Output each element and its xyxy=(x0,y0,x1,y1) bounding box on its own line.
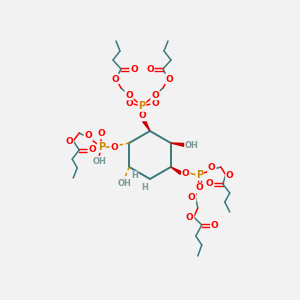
Text: O: O xyxy=(151,100,159,109)
Text: O: O xyxy=(130,64,138,74)
Polygon shape xyxy=(171,143,185,146)
Text: O: O xyxy=(146,64,154,74)
Text: O: O xyxy=(84,131,92,140)
Text: O: O xyxy=(111,74,119,83)
Text: O: O xyxy=(88,146,96,154)
Text: O: O xyxy=(208,164,216,172)
Text: P: P xyxy=(98,142,105,152)
Text: O: O xyxy=(188,193,196,202)
Text: P: P xyxy=(138,101,146,111)
Text: O: O xyxy=(97,130,105,139)
Text: O: O xyxy=(138,112,146,121)
Text: O: O xyxy=(65,136,73,146)
Text: O: O xyxy=(211,220,219,230)
Text: O: O xyxy=(196,184,204,193)
Text: O: O xyxy=(125,91,133,100)
Text: OH: OH xyxy=(117,179,131,188)
Text: O: O xyxy=(226,170,234,179)
Text: H: H xyxy=(142,184,148,193)
Text: OH: OH xyxy=(185,140,199,149)
Text: O: O xyxy=(186,212,194,221)
Text: O: O xyxy=(182,169,190,178)
Text: O: O xyxy=(125,100,133,109)
Polygon shape xyxy=(143,120,150,131)
Text: O: O xyxy=(151,91,159,100)
Text: O: O xyxy=(206,179,214,188)
Text: O: O xyxy=(110,142,118,152)
Text: O: O xyxy=(165,74,173,83)
Text: H: H xyxy=(131,172,138,181)
Polygon shape xyxy=(171,167,182,174)
Text: P: P xyxy=(196,170,203,180)
Text: OH: OH xyxy=(92,157,106,166)
